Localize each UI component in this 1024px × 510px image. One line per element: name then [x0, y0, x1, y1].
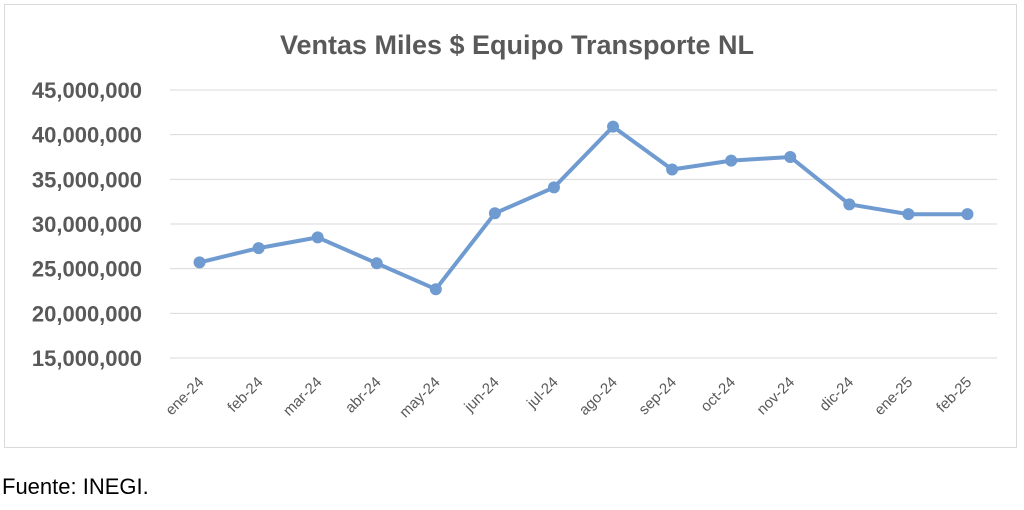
data-point	[607, 120, 620, 133]
y-tick-label: 20,000,000	[32, 301, 142, 326]
y-tick-label: 45,000,000	[32, 78, 142, 103]
source-note: Fuente: INEGI.	[2, 474, 149, 499]
y-tick-label: 30,000,000	[32, 212, 142, 237]
x-tick-label: ene-24	[162, 374, 207, 419]
data-point	[843, 198, 856, 211]
x-tick-label: feb-24	[224, 374, 266, 416]
x-tick-label: dic-24	[816, 374, 857, 415]
x-tick-label: abr-24	[342, 374, 385, 417]
data-point	[725, 154, 738, 167]
x-tick-label: jun-24	[461, 374, 503, 416]
x-tick-label: feb-25	[933, 374, 975, 416]
x-tick-label: oct-24	[697, 374, 739, 416]
y-tick-label: 35,000,000	[32, 167, 142, 192]
series-layer	[193, 120, 974, 296]
x-tick-label: may-24	[396, 374, 443, 421]
chart-frame: Ventas Miles $ Equipo Transporte NL 15,0…	[4, 4, 1017, 448]
series-line	[197, 124, 970, 292]
x-tick-label: mar-24	[280, 374, 326, 420]
data-point	[252, 242, 265, 255]
y-axis-ticks: 15,000,000 20,000,000 25,000,000 30,000,000…	[32, 78, 142, 371]
y-tick-label: 25,000,000	[32, 257, 142, 282]
x-tick-label: ene-25	[871, 374, 916, 419]
data-point	[311, 231, 324, 244]
x-tick-label: sep-24	[635, 374, 679, 418]
data-point	[902, 208, 915, 221]
data-point	[961, 208, 974, 221]
x-tick-label: jul-24	[523, 374, 562, 413]
data-point	[488, 207, 501, 220]
data-point	[370, 257, 383, 270]
line-chart: Ventas Miles $ Equipo Transporte NL 15,0…	[32, 30, 997, 421]
x-tick-label: ago-24	[576, 374, 621, 419]
gridlines	[170, 89, 997, 359]
data-point	[547, 181, 560, 194]
data-point	[666, 163, 679, 176]
data-point	[193, 256, 206, 269]
y-tick-label: 40,000,000	[32, 123, 142, 148]
data-point	[429, 283, 442, 296]
data-point	[784, 151, 797, 163]
x-tick-label: nov-24	[754, 374, 798, 418]
y-tick-label: 15,000,000	[32, 346, 142, 371]
chart-title: Ventas Miles $ Equipo Transporte NL	[280, 30, 754, 60]
x-axis-ticks: ene-24 feb-24 mar-24 abr-24 may-24 jun-24 jul-…	[162, 374, 975, 421]
